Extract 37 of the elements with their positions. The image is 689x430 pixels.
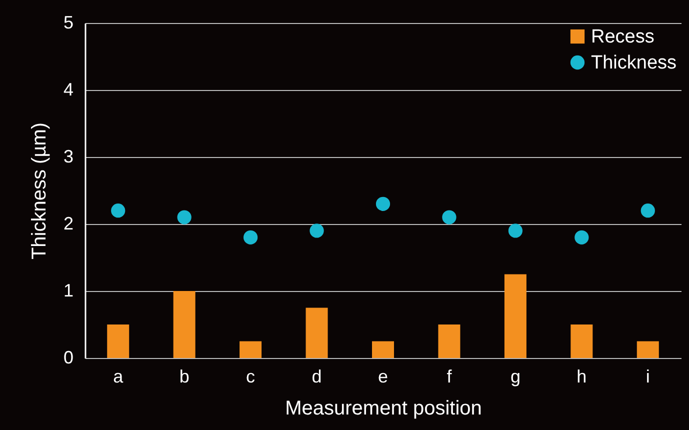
point <box>111 204 126 218</box>
bar <box>636 341 659 358</box>
bar <box>504 274 526 358</box>
x-axis-title: Measurement position <box>285 398 482 420</box>
point <box>376 196 390 211</box>
point <box>574 230 589 244</box>
x-tick-label: h <box>576 366 587 386</box>
y-tick-label: 0 <box>63 348 74 368</box>
bar <box>372 341 394 358</box>
y-tick-label: 2 <box>63 214 74 234</box>
point <box>442 210 456 224</box>
point <box>508 224 523 238</box>
x-tick-label: c <box>246 366 256 386</box>
bar <box>438 324 460 358</box>
legend-label: Thickness <box>591 52 677 74</box>
y-tick-label: 5 <box>63 12 74 32</box>
bar <box>240 341 262 358</box>
x-tick-label: a <box>113 366 124 386</box>
y-tick-label: 3 <box>63 146 74 166</box>
x-tick-label: f <box>446 366 453 386</box>
x-tick-label: d <box>312 366 322 386</box>
point <box>640 204 655 218</box>
point <box>310 224 324 238</box>
y-tick-label: 1 <box>63 280 74 300</box>
bar <box>570 324 593 358</box>
bar <box>107 324 130 358</box>
point <box>243 230 258 244</box>
legend-label: Recess <box>591 26 654 48</box>
y-tick-label: 4 <box>63 80 74 100</box>
x-tick-label: g <box>510 366 520 386</box>
x-tick-label: i <box>646 366 650 386</box>
y-axis-title: Thickness (µm) <box>28 122 50 260</box>
bar <box>173 291 196 358</box>
x-tick-label: b <box>179 366 190 386</box>
x-tick-label: e <box>378 366 388 386</box>
bar <box>306 308 328 358</box>
point <box>177 210 192 224</box>
